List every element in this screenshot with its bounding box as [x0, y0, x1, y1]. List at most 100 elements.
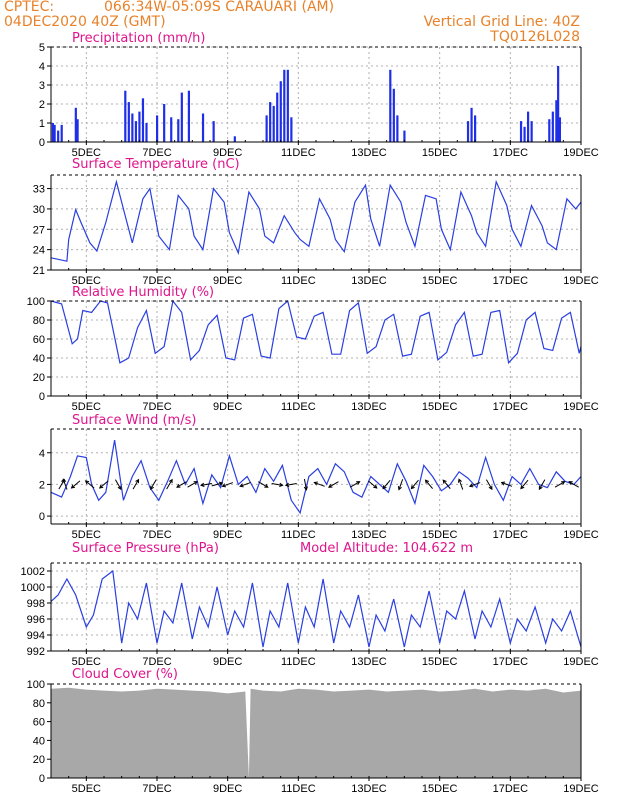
x-tick-label: 15DEC: [422, 401, 458, 413]
panel-cloud-cover: 0 20 40 60 80 100 5DEC 7DEC 9DEC 11DEC 13DEC 15DEC 1…: [27, 667, 599, 795]
wind-arrow: [313, 481, 325, 487]
precip-bar: [156, 115, 159, 142]
x-tick-label: 5DEC: [72, 529, 101, 541]
x-tick-label: 11DEC: [281, 401, 316, 413]
wind-arrow: [62, 478, 68, 490]
wind-arrow-shaft: [458, 479, 464, 490]
panel-surface-pressure-hpa: 992 994 996 998 1000 1002 5DEC 7DEC 9DEC 11DEC 13D…: [21, 541, 599, 668]
wind-arrow: [424, 479, 433, 489]
wind-arrow: [397, 479, 404, 491]
y-tick-label: 1: [39, 118, 45, 130]
precip-bar: [286, 69, 289, 142]
precip-bar: [145, 123, 148, 142]
cloud-cover-area: [51, 687, 581, 778]
wind-arrow-shaft: [99, 480, 109, 489]
x-tick-label: 17DEC: [493, 401, 529, 413]
precip-bar: [527, 111, 530, 142]
precip-bar: [403, 130, 406, 142]
x-tick-label: 5DEC: [72, 656, 101, 668]
x-tick-label: 13DEC: [351, 275, 387, 287]
wind-arrow: [457, 478, 464, 490]
wind-arrow-head: [62, 478, 67, 483]
y-tick-label: 1000: [21, 582, 45, 594]
panel-surface-temperature-nc: 21 24 27 30 33 5DEC 7DEC 9DEC 11DEC 13DEC 15DEC 17D…: [33, 157, 599, 287]
x-tick-label: 15DEC: [422, 147, 458, 159]
wind-arrow-shaft: [176, 481, 187, 488]
wind-arrow-head: [279, 482, 284, 487]
wind-arrow-shaft: [367, 480, 378, 489]
plot-area: [51, 301, 581, 396]
x-tick-label: 17DEC: [493, 656, 529, 668]
wind-arrow: [554, 481, 566, 488]
x-tick-label: 19DEC: [563, 147, 599, 159]
precip-bar: [557, 66, 560, 142]
x-tick-label: 11DEC: [281, 656, 316, 668]
wind-arrow-shaft: [166, 479, 173, 490]
wind-arrow-shaft: [501, 482, 513, 487]
wind-arrow-head: [117, 485, 122, 491]
x-tick-label: 15DEC: [422, 656, 458, 668]
wind-arrow-shaft: [411, 479, 419, 489]
y-tick-label: 994: [27, 630, 45, 642]
wind-arrow-head: [135, 478, 140, 484]
wind-arrow: [442, 479, 451, 489]
precip-bar: [269, 102, 272, 142]
wind-arrow: [221, 482, 234, 488]
y-tick-label: 4: [39, 61, 45, 73]
wind-arrow: [114, 479, 122, 491]
header-source: CPTEC:: [4, 0, 54, 15]
wind-arrow-head: [70, 484, 76, 489]
wind-arrow-shaft: [568, 481, 579, 488]
plot-area: [51, 47, 581, 142]
x-tick-label: 5DEC: [72, 783, 101, 795]
precip-bar: [134, 121, 137, 142]
y-tick-label: 24: [33, 245, 45, 257]
wind-arrow-shaft: [132, 479, 139, 490]
y-tick-label: 4: [39, 448, 45, 460]
wind-arrow-shaft: [271, 482, 283, 486]
precip-bar: [272, 105, 275, 142]
y-tick-label: 33: [33, 184, 45, 196]
x-tick-label: 11DEC: [281, 275, 316, 287]
precip-bar: [290, 117, 293, 142]
wind-arrow: [166, 478, 173, 490]
y-tick-label: 2: [39, 479, 45, 491]
wind-arrow-head: [442, 479, 447, 484]
x-tick-label: 13DEC: [351, 783, 387, 795]
x-tick-label: 11DEC: [281, 783, 316, 795]
precip-bar: [180, 92, 183, 142]
wind-arrow-shaft: [425, 479, 433, 489]
wind-arrow: [187, 481, 198, 488]
wind-arrow-head: [328, 483, 333, 488]
x-tick-label: 19DEC: [563, 783, 599, 795]
precip-bar: [474, 115, 477, 142]
wind-arrow: [257, 481, 269, 488]
wind-arrow: [328, 481, 339, 488]
y-tick-label: 100: [27, 679, 45, 691]
precip-bar: [57, 130, 60, 142]
x-tick-label: 17DEC: [493, 275, 529, 287]
panel-relative-humidity: 0 20 40 60 80 100 5DEC 7DEC 9DEC 11DEC 13DEC 15DEC 1…: [27, 285, 599, 413]
x-tick-label: 19DEC: [563, 275, 599, 287]
wind-arrow: [98, 480, 109, 489]
wind-arrow-head: [303, 486, 308, 491]
x-tick-label: 15DEC: [422, 529, 458, 541]
precip-bar: [163, 104, 166, 142]
x-tick-label: 7DEC: [142, 529, 171, 541]
wind-arrow-shaft: [349, 481, 360, 488]
surface-temperature-nc-line: [50, 179, 582, 262]
wind-arrow-head: [150, 485, 154, 491]
wind-arrow-head: [264, 483, 269, 488]
wind-arrow-shaft: [222, 482, 234, 487]
panel-precipitation-mm-h: 0 1 2 3 4 5 5DEC 7DEC 9DEC 11DEC 13DEC 15DEC 17DEC 19…: [39, 31, 599, 159]
wind-arrow-head: [424, 479, 429, 484]
x-tick-label: 9DEC: [213, 783, 242, 795]
precip-bar: [74, 107, 77, 142]
x-tick-label: 9DEC: [213, 529, 242, 541]
precip-bar: [170, 117, 173, 142]
wind-arrow: [70, 480, 81, 489]
y-tick-label: 20: [33, 754, 45, 766]
surface-pressure-hpa-line: [50, 569, 582, 648]
x-tick-label: 5DEC: [72, 401, 101, 413]
